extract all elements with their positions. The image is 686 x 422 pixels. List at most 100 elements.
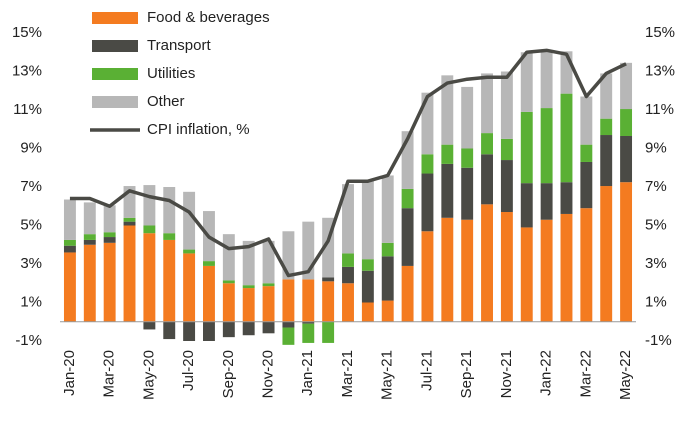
bar-segment — [242, 321, 255, 336]
bar-segment — [600, 118, 613, 136]
bar-segment — [123, 217, 136, 222]
bar-segment — [83, 239, 96, 245]
bar-segment — [500, 138, 513, 161]
bar-segment — [481, 73, 493, 134]
bar-segment — [342, 266, 354, 284]
bar-segment — [620, 182, 633, 322]
bar-segment — [540, 219, 553, 322]
bar-segment — [381, 175, 394, 243]
bar-segment — [401, 265, 414, 322]
bar-segment — [183, 191, 196, 250]
y-tick-label: 9% — [20, 139, 42, 156]
bar-segment — [63, 239, 76, 246]
legend-swatch — [92, 40, 138, 52]
bar-segment — [441, 217, 454, 322]
bar-segment — [302, 221, 315, 280]
y2-tick-label: 7% — [645, 178, 667, 195]
y-tick-label: 11% — [13, 101, 42, 118]
y-tick-label: 5% — [20, 216, 42, 233]
bar-segment — [262, 283, 275, 287]
bar-segment — [103, 242, 116, 322]
bar-segment — [342, 184, 354, 254]
y-tick-label: 15% — [12, 24, 42, 41]
bar-segment — [83, 244, 96, 322]
bar-segment — [620, 109, 633, 136]
x-tick-label: May-21 — [379, 350, 396, 400]
y-tick-label: 1% — [20, 293, 42, 310]
x-tick-label: May-20 — [140, 350, 157, 400]
cpi-line — [69, 48, 627, 278]
x-tick-label: May-22 — [617, 350, 634, 400]
legend-label: CPI inflation, % — [147, 121, 250, 138]
bar-segment — [123, 186, 136, 218]
bar-segment — [222, 234, 235, 281]
y-tick-label: 7% — [20, 178, 42, 195]
x-tick-label: Jul-20 — [180, 350, 197, 391]
legend-label: Utilities — [147, 65, 195, 82]
bar-segment — [500, 160, 513, 213]
bar-segment — [143, 233, 156, 322]
bar-segment — [163, 321, 176, 340]
y2-tick-label: 5% — [645, 216, 667, 233]
bar-segment — [401, 131, 414, 189]
bar-segment — [401, 188, 414, 209]
bar-segment — [123, 225, 136, 322]
x-tick-label: Mar-21 — [339, 350, 356, 398]
bar-segment — [302, 323, 315, 343]
bar-segment — [163, 239, 176, 322]
bar-segment — [620, 62, 633, 110]
bar-segment — [560, 93, 573, 183]
x-tick-label: Nov-21 — [498, 350, 515, 398]
x-tick-label: Nov-20 — [260, 350, 277, 398]
bar-segment — [441, 144, 454, 164]
legend-label: Transport — [147, 37, 211, 54]
bar-segment — [222, 283, 235, 322]
bar-segment — [381, 242, 394, 257]
bar-segment — [103, 232, 116, 238]
bar-segment — [520, 183, 533, 228]
bar-segment — [103, 205, 116, 233]
bar-segment — [361, 259, 374, 271]
bar-segment — [342, 283, 354, 322]
bar-segment — [600, 186, 613, 322]
bar-segment — [143, 321, 156, 330]
y2-tick-label: 1% — [645, 293, 667, 310]
bar-segment — [580, 96, 593, 145]
bar-segment — [103, 237, 116, 243]
bar-segment — [322, 217, 335, 278]
x-tick-label: Jan-21 — [299, 350, 316, 396]
bar-segment — [183, 249, 196, 254]
x-tick-label: Mar-20 — [101, 350, 118, 398]
x-tick-label: Sep-20 — [220, 350, 237, 398]
bar-segment — [83, 202, 96, 235]
bar-segment — [580, 208, 593, 322]
bar-segment — [242, 285, 255, 289]
bar-segment — [500, 212, 513, 322]
bar-segment — [302, 321, 315, 324]
bar-segment — [322, 281, 335, 322]
bar-segment — [322, 277, 335, 282]
bar-segment — [63, 199, 76, 240]
x-tick-label: Mar-22 — [577, 350, 594, 398]
bar-segment — [441, 75, 454, 145]
bar-segment — [222, 280, 235, 284]
bar-segment — [441, 163, 454, 218]
y2-tick-label: 3% — [645, 255, 667, 272]
bar-segment — [203, 265, 215, 322]
bar-segment — [600, 135, 613, 187]
bar-segment — [242, 288, 255, 322]
bar-segment — [500, 71, 513, 139]
bar-segment — [421, 154, 434, 174]
bar-segment — [620, 135, 633, 183]
y2-tick-label: 13% — [645, 62, 675, 79]
bar-segment — [163, 187, 176, 234]
y2-tick-label: -1% — [645, 332, 672, 349]
bar-segment — [143, 185, 156, 226]
bar-segment — [520, 227, 533, 322]
bar-segment — [481, 204, 493, 322]
bar-segment — [342, 253, 354, 267]
bar-segment — [540, 183, 553, 220]
bar-segment — [361, 180, 374, 260]
bar-segment — [540, 108, 553, 184]
bar-segment — [203, 321, 215, 341]
